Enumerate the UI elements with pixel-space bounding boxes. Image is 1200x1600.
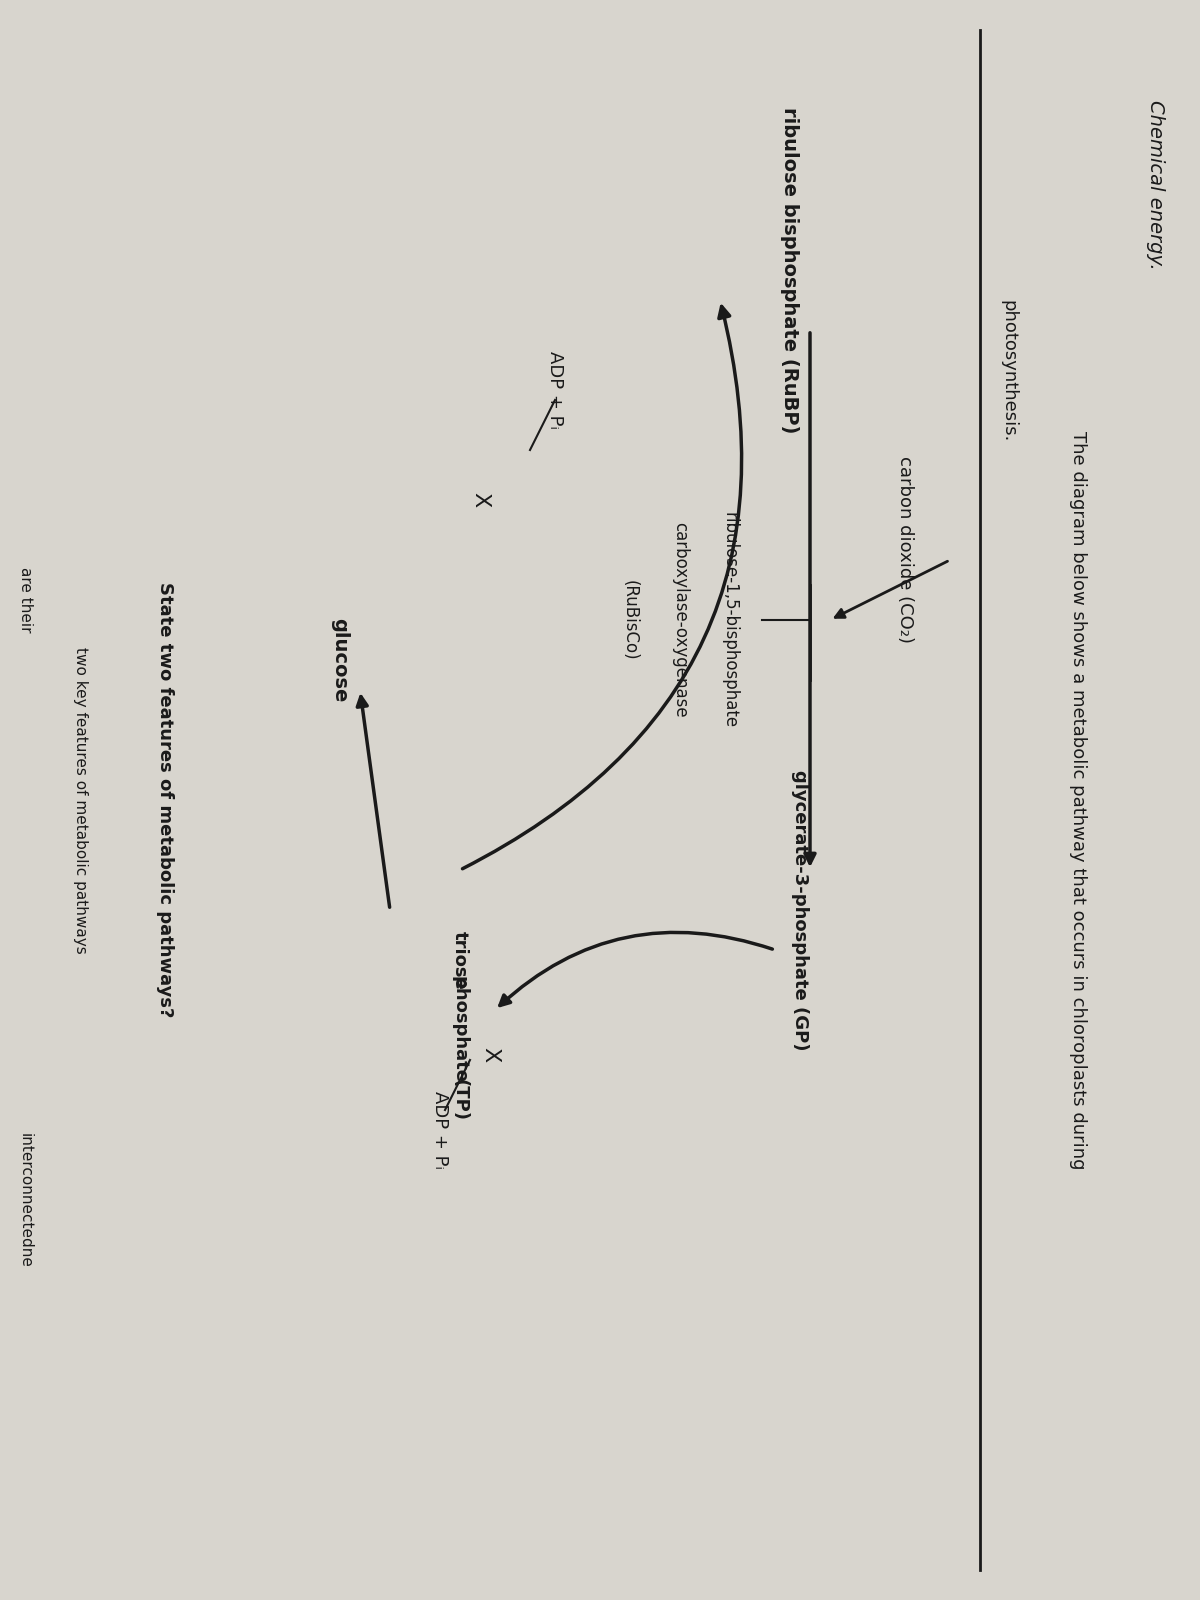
Text: X: X — [470, 493, 490, 507]
Text: State two features of metabolic pathways?: State two features of metabolic pathways… — [156, 582, 174, 1018]
Text: glycerate-3-phosphate (GP): glycerate-3-phosphate (GP) — [791, 770, 809, 1050]
Text: two key features of metabolic pathways: two key features of metabolic pathways — [72, 646, 88, 954]
Text: photosynthesis.: photosynthesis. — [998, 301, 1018, 442]
Text: (TP): (TP) — [451, 1078, 469, 1122]
Text: ADP + Pᵢ: ADP + Pᵢ — [431, 1091, 449, 1170]
Text: triose: triose — [451, 931, 469, 989]
Text: Chemical energy.: Chemical energy. — [1146, 99, 1164, 270]
Text: X: X — [480, 1048, 500, 1062]
Text: ribulose bisphosphate (RuBP): ribulose bisphosphate (RuBP) — [780, 107, 799, 434]
Text: carbon dioxide (CO₂): carbon dioxide (CO₂) — [896, 456, 914, 643]
Text: glucose: glucose — [330, 618, 349, 702]
Text: interconnectedne: interconnectedne — [18, 1133, 32, 1267]
Text: carboxylase-oxygenase: carboxylase-oxygenase — [671, 522, 689, 718]
Text: ADP + Pᵢ: ADP + Pᵢ — [546, 350, 564, 429]
Text: ribulose-1,5-bisphosphate: ribulose-1,5-bisphosphate — [721, 512, 739, 728]
Text: phosphate: phosphate — [451, 976, 469, 1083]
Text: (RuBisCo): (RuBisCo) — [622, 579, 640, 661]
Text: are their: are their — [18, 568, 32, 632]
Text: The diagram below shows a metabolic pathway that occurs in chloroplasts during: The diagram below shows a metabolic path… — [1069, 430, 1087, 1170]
